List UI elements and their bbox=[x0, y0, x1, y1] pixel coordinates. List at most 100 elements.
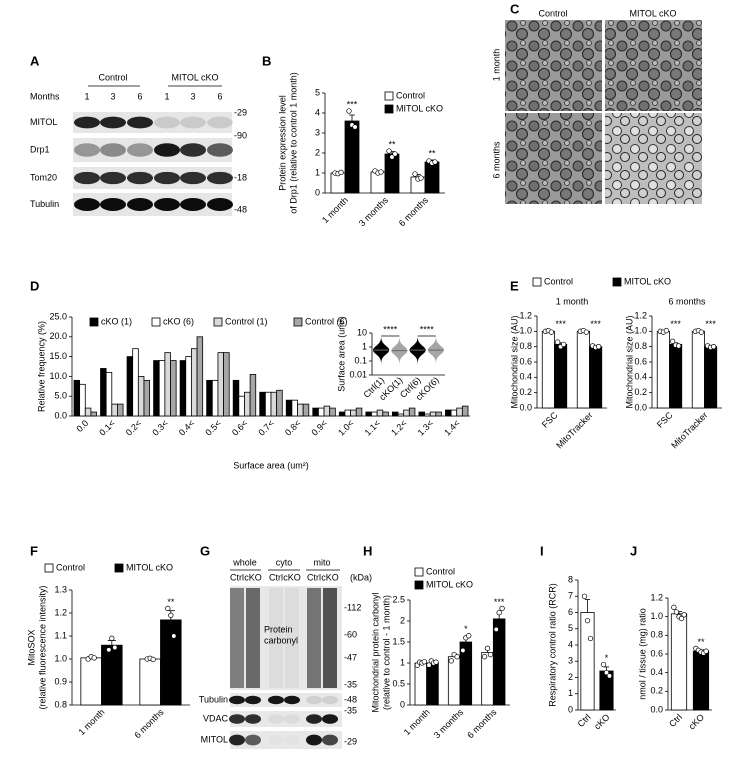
blot-band bbox=[180, 171, 206, 185]
legend-label: Control bbox=[544, 276, 573, 286]
y-tick-label: 0.0 bbox=[650, 704, 663, 714]
y-tick-label: 3 bbox=[568, 656, 573, 666]
data-point bbox=[671, 604, 677, 610]
significance: ** bbox=[167, 597, 175, 607]
bar bbox=[450, 409, 458, 417]
lane-label: cKO bbox=[321, 572, 339, 582]
bar bbox=[270, 391, 278, 417]
y-tick-label: 0.6 bbox=[650, 648, 663, 658]
data-point bbox=[600, 661, 607, 668]
data-point bbox=[338, 169, 344, 176]
significance: *** bbox=[555, 319, 566, 329]
blot-band bbox=[229, 714, 245, 724]
x-tick-label: 6 months bbox=[132, 707, 166, 741]
row-label: VDAC bbox=[203, 713, 229, 723]
bar bbox=[139, 658, 161, 706]
y-tick-label: 0.8 bbox=[634, 341, 647, 351]
data-point bbox=[386, 148, 392, 154]
y-tick-label: 4 bbox=[568, 639, 573, 649]
blot-band bbox=[154, 171, 180, 185]
bar bbox=[101, 644, 123, 706]
legend-swatch bbox=[293, 317, 303, 327]
bar bbox=[344, 409, 352, 417]
data-point bbox=[584, 617, 591, 624]
blot-band bbox=[268, 735, 284, 746]
lane-label: 3 bbox=[110, 91, 115, 101]
blot-band bbox=[207, 198, 233, 211]
bar bbox=[397, 413, 405, 417]
legend-label: MITOL cKO bbox=[624, 276, 671, 286]
y-tick-label: 0.2 bbox=[650, 686, 663, 696]
bar bbox=[170, 360, 177, 417]
bar bbox=[100, 368, 107, 417]
blot-band bbox=[229, 734, 245, 746]
blot-band bbox=[74, 198, 100, 211]
bar bbox=[691, 330, 705, 409]
significance: *** bbox=[494, 597, 505, 607]
data-point bbox=[663, 327, 670, 334]
bar bbox=[244, 391, 251, 417]
blot-band bbox=[268, 714, 284, 724]
bar bbox=[403, 409, 410, 417]
data-point bbox=[106, 647, 112, 653]
x-tick-label: 0.8< bbox=[283, 418, 303, 438]
data-point bbox=[392, 151, 398, 157]
y-axis-label: Mitochondrial protein carbonyl bbox=[370, 592, 380, 712]
y-tick-label: 5.0 bbox=[54, 391, 67, 401]
y-tick-label: 1 bbox=[400, 657, 405, 667]
bar bbox=[384, 153, 400, 194]
blot-band bbox=[154, 116, 180, 129]
x-tick-label: 0.9< bbox=[310, 418, 330, 438]
bar bbox=[132, 348, 139, 417]
y-tick-label: 0.1 bbox=[354, 355, 367, 365]
data-point bbox=[587, 635, 594, 642]
legend-label: MITOL cKO bbox=[426, 579, 473, 589]
legend-swatch bbox=[213, 317, 223, 327]
legend-swatch bbox=[532, 277, 542, 287]
y-tick-label: 25.0 bbox=[49, 311, 67, 321]
bar bbox=[461, 405, 469, 417]
bar bbox=[589, 346, 603, 409]
y-tick-label: 1.0 bbox=[634, 326, 647, 336]
legend-label: Control bbox=[56, 562, 85, 572]
x-tick-label: 1 month bbox=[320, 195, 350, 225]
significance: ** bbox=[428, 148, 436, 158]
y-tick-label: 0.5 bbox=[392, 678, 405, 688]
legend-label: MITOL cKO bbox=[126, 562, 173, 572]
bar bbox=[211, 379, 219, 417]
blot-band bbox=[74, 171, 100, 185]
blot-band bbox=[207, 143, 233, 157]
blot-band bbox=[322, 734, 338, 746]
x-axis-label: Surface area (um²) bbox=[233, 460, 309, 470]
mw-marker: -48 bbox=[234, 204, 247, 214]
mw-marker: -29 bbox=[344, 736, 357, 746]
bar bbox=[297, 403, 304, 417]
group-label: mito bbox=[313, 557, 330, 567]
bar bbox=[424, 161, 440, 194]
significance: * bbox=[605, 653, 609, 663]
x-tick-label: 6 months bbox=[465, 707, 499, 741]
data-point bbox=[581, 593, 588, 599]
bar bbox=[344, 120, 360, 194]
bar bbox=[376, 409, 384, 417]
y-tick-label: 1 bbox=[568, 688, 573, 698]
group-label: whole bbox=[232, 557, 257, 567]
y-tick-label: 5 bbox=[568, 623, 573, 633]
y-tick-label: 1.2 bbox=[650, 592, 663, 602]
y-tick-label: 0 bbox=[568, 704, 573, 714]
data-point bbox=[150, 656, 156, 663]
violin bbox=[391, 337, 408, 371]
x-tick-label: 0.3< bbox=[150, 418, 170, 438]
blot-smear bbox=[285, 588, 299, 688]
data-point bbox=[493, 626, 499, 633]
bar bbox=[90, 411, 97, 417]
x-tick-label: 0.7< bbox=[256, 418, 276, 438]
bar bbox=[492, 618, 506, 706]
bar bbox=[164, 352, 171, 417]
bar bbox=[338, 411, 346, 417]
x-tick-label: 1.2< bbox=[389, 418, 409, 438]
blot-band bbox=[207, 116, 233, 129]
blot-band bbox=[245, 734, 261, 746]
y-tick-label: 20.0 bbox=[49, 331, 67, 341]
bar bbox=[302, 403, 310, 417]
